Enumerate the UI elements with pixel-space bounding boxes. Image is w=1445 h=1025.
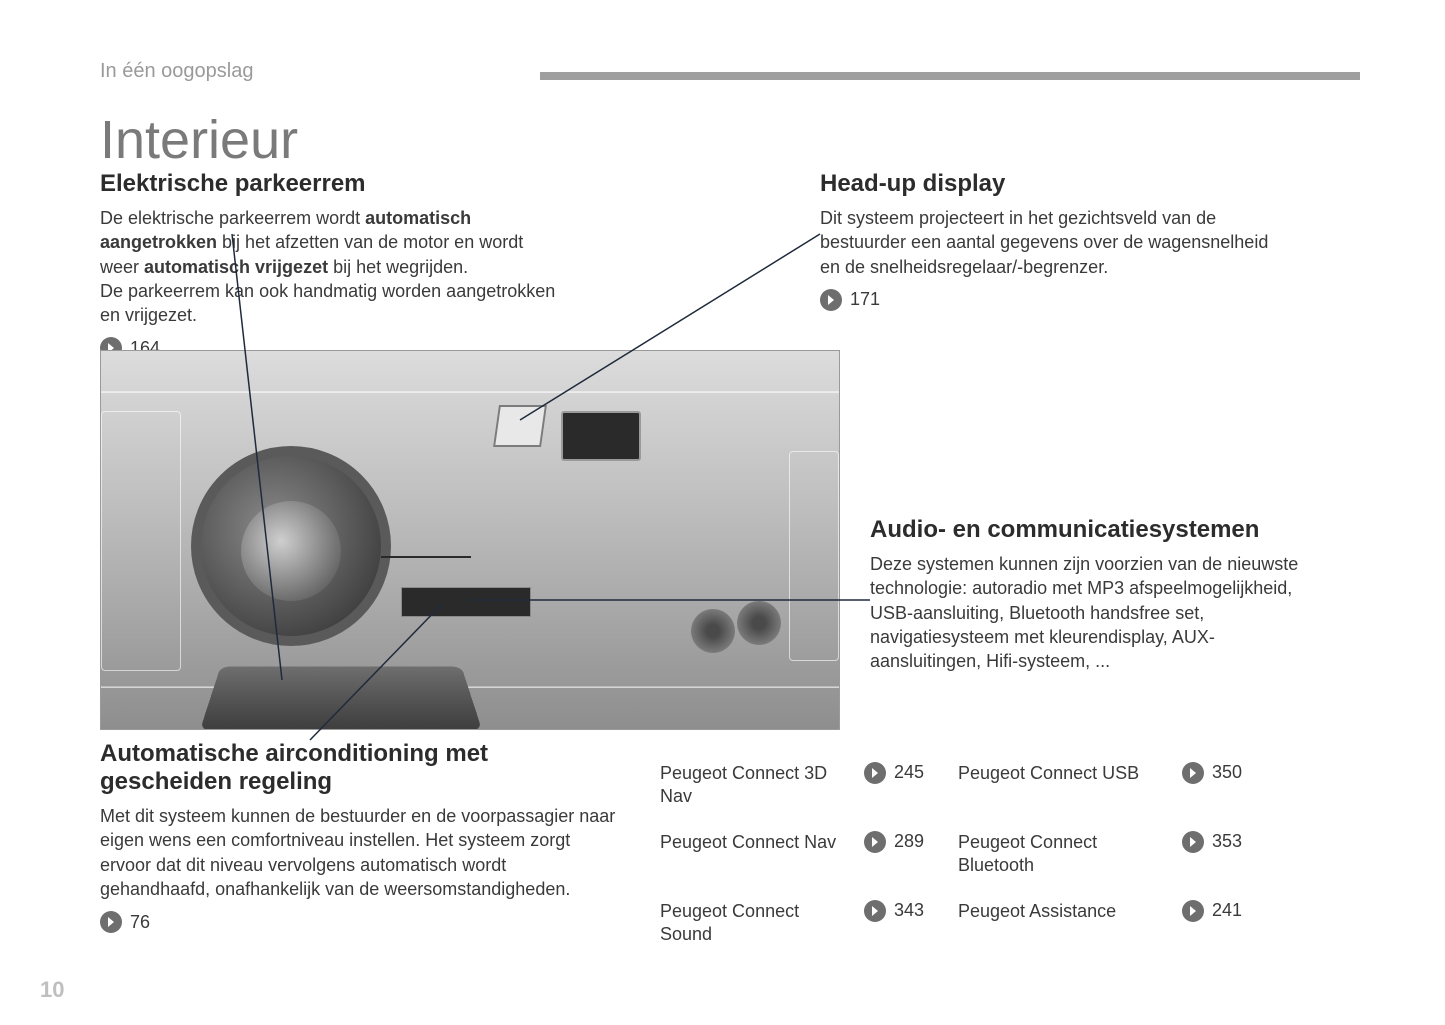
hud-panel-icon	[493, 405, 547, 447]
ref-number: 289	[894, 831, 924, 852]
dashboard-illustration	[100, 350, 840, 730]
ref-pageref: 353	[1182, 831, 1252, 876]
center-controls-icon	[401, 587, 531, 617]
ref-label: Peugeot Connect Nav	[660, 831, 840, 876]
air-vent-icon	[691, 609, 735, 653]
ac-ref-number: 76	[130, 912, 150, 933]
section-ac: Automatische airconditioning met geschei…	[100, 740, 620, 933]
audio-body: Deze systemen kunnen zijn voorzien van d…	[870, 552, 1300, 673]
ref-label: Peugeot Assistance	[958, 900, 1158, 945]
ac-pageref: 76	[100, 911, 620, 933]
hud-ref-number: 171	[850, 289, 880, 310]
pageref-icon	[864, 900, 886, 922]
hud-body: Dit systeem projecteert in het gezichtsv…	[820, 206, 1280, 279]
center-console-icon	[200, 667, 482, 730]
pageref-icon	[1182, 900, 1204, 922]
ref-label: Peugeot Connect Sound	[660, 900, 840, 945]
ac-heading: Automatische airconditioning met geschei…	[100, 740, 620, 796]
section-epb: Elektrische parkeerrem De elektrische pa…	[100, 170, 560, 359]
ref-label: Peugeot Connect Bluetooth	[958, 831, 1158, 876]
pageref-icon	[864, 831, 886, 853]
section-audio: Audio- en communicatiesystemen Deze syst…	[870, 516, 1300, 673]
pageref-icon	[1182, 831, 1204, 853]
nav-screen-icon	[561, 411, 641, 461]
ref-number: 241	[1212, 900, 1242, 921]
ref-pageref: 241	[1182, 900, 1252, 945]
breadcrumb: In één oogopslag	[100, 60, 1360, 83]
pageref-icon	[864, 762, 886, 784]
pageref-icon	[1182, 762, 1204, 784]
section-hud: Head-up display Dit systeem projecteert …	[820, 170, 1280, 311]
epb-body: De elektrische parkeerrem wordt automati…	[100, 206, 560, 279]
air-vent-icon	[737, 601, 781, 645]
ref-label: Peugeot Connect 3D Nav	[660, 762, 840, 807]
ref-pageref: 245	[864, 762, 934, 807]
page-title: Interieur	[100, 109, 1360, 171]
refs-grid: Peugeot Connect 3D Nav 245 Peugeot Connect…	[660, 762, 1360, 945]
hud-heading: Head-up display	[820, 170, 1280, 198]
hud-pageref: 171	[820, 289, 1280, 311]
ref-label: Peugeot Connect USB	[958, 762, 1158, 807]
page-number: 10	[40, 977, 64, 1003]
audio-heading: Audio- en communicatiesystemen	[870, 516, 1300, 544]
ref-number: 350	[1212, 762, 1242, 783]
ref-pageref: 289	[864, 831, 934, 876]
epb-heading: Elektrische parkeerrem	[100, 170, 560, 198]
pageref-icon	[100, 911, 122, 933]
ref-pageref: 350	[1182, 762, 1252, 807]
ac-body: Met dit systeem kunnen de bestuurder en …	[100, 804, 620, 901]
ref-number: 353	[1212, 831, 1242, 852]
epb-body2: De parkeerrem kan ook handmatig worden a…	[100, 279, 560, 328]
ref-number: 343	[894, 900, 924, 921]
ref-number: 245	[894, 762, 924, 783]
ref-pageref: 343	[864, 900, 934, 945]
pageref-icon	[820, 289, 842, 311]
